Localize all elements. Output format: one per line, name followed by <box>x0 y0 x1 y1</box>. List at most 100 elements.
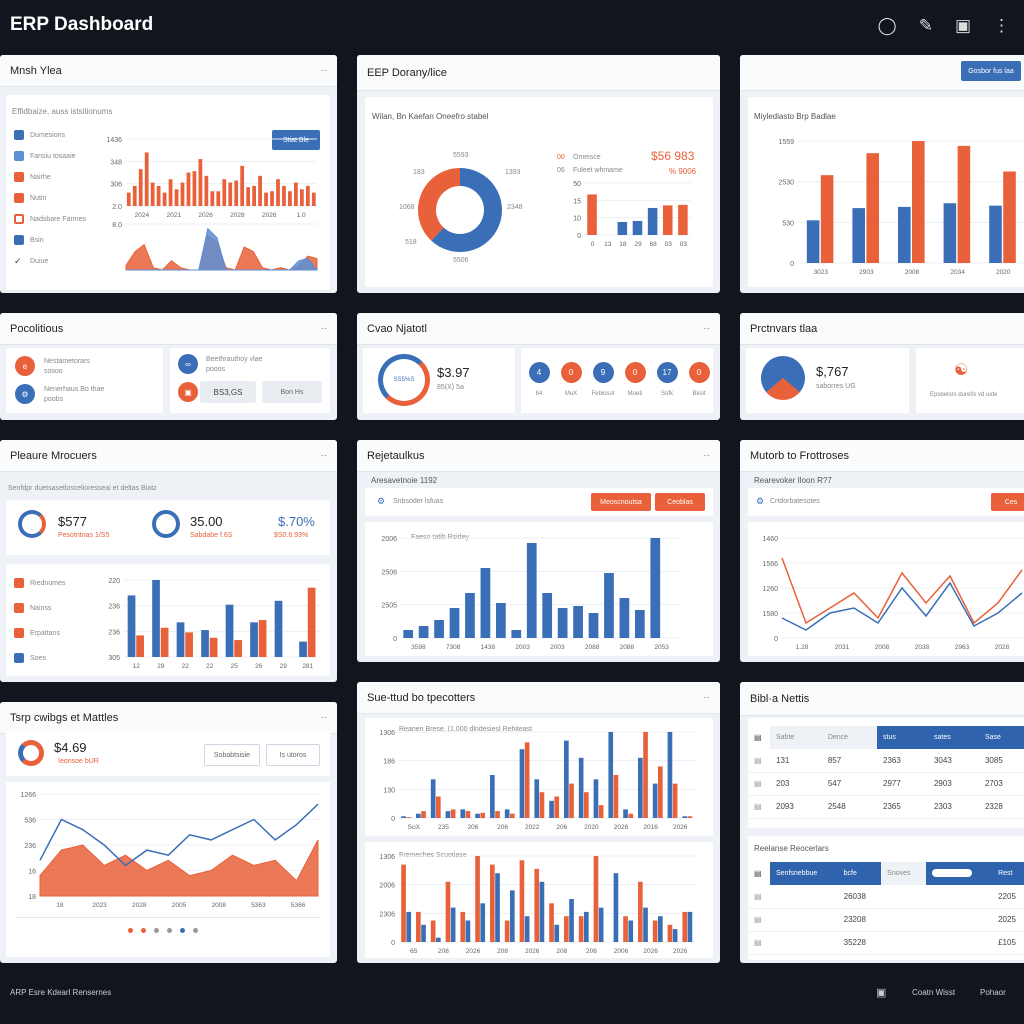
x-tick-label: 3023 <box>814 269 829 276</box>
panel-menu[interactable]: ·· <box>320 712 327 723</box>
panel-menu[interactable]: ·· <box>703 450 710 461</box>
legend-label: Fuleet whmame <box>573 167 623 174</box>
action-button[interactable]: Ces <box>991 493 1024 511</box>
item-sub: pooos <box>206 366 226 373</box>
column-header[interactable]: stus <box>877 726 928 749</box>
table-row[interactable]: ▤ 2093 2548 2365 2303 2328 <box>748 795 1024 818</box>
home-icon <box>14 603 24 613</box>
x-tick-label: 2005 <box>172 902 187 909</box>
bar-a <box>252 185 256 206</box>
column-header[interactable]: sates <box>927 726 979 749</box>
status-item[interactable]: 17 Sofk <box>655 362 679 397</box>
panel-metrics: Gosbor fus laa Miylediasto Brp Badlae 15… <box>740 55 1024 293</box>
pagination-dots[interactable] <box>128 928 198 933</box>
secondary-button[interactable]: Ceoblas <box>655 493 705 511</box>
table-row[interactable]: ▤ 23208 2025 <box>748 908 1024 931</box>
link-icon: ∞ <box>178 354 198 374</box>
column-header[interactable]: bcfe <box>837 862 882 885</box>
percent-value: % 9006 <box>669 167 697 176</box>
status-item[interactable]: 9 Febiosot <box>591 362 615 397</box>
x-tick-label: 2088 <box>585 644 600 651</box>
legend-item: Fansiu tosaaie <box>30 152 76 160</box>
bar-blue <box>152 580 160 657</box>
bar-orange <box>912 141 925 263</box>
warning-icon <box>14 628 24 638</box>
e-icon: e <box>15 356 35 376</box>
x-tick-label: 2088 <box>620 644 635 651</box>
action-button[interactable]: Gosbor fus laa <box>961 61 1021 81</box>
bar-blue <box>465 920 471 942</box>
primary-button[interactable]: Meoscnoutsa <box>591 493 651 511</box>
legend-item: Nairhe <box>30 173 51 181</box>
y-tick-label: 348 <box>110 159 122 166</box>
screen-icon[interactable]: ▣ <box>876 987 887 999</box>
table-row[interactable]: ▤ 35228 £105 <box>748 931 1024 954</box>
bar-a <box>282 185 286 206</box>
bar-a <box>174 189 179 206</box>
table-cell: 2365 <box>883 802 901 811</box>
amount-value: $,767 <box>816 364 849 379</box>
x-tick-label: 18 <box>56 902 64 909</box>
y-tick-label: 130 <box>383 787 395 794</box>
column-header[interactable]: Snoves <box>881 862 927 885</box>
status-label: Mueti <box>627 391 643 397</box>
table-cell <box>926 908 992 931</box>
footer-action[interactable]: Coatn Wisst <box>912 988 956 997</box>
x-tick-label: 25 <box>231 663 239 670</box>
bar-orange <box>136 635 144 657</box>
options-button[interactable]: Is utoros <box>266 744 320 766</box>
more-icon[interactable]: ⋮ <box>993 16 1010 35</box>
data-table: ▤ Sabte Dence stus sates Sase ▤ 131 857 2363 3043 3… <box>748 726 1024 819</box>
table-cell: 857 <box>827 755 842 765</box>
table-cell <box>770 931 838 954</box>
column-header[interactable]: Sase <box>978 726 1024 749</box>
action-button[interactable]: Bon Hs <box>262 381 322 403</box>
save-icon[interactable]: ▣ <box>954 16 971 35</box>
column-header[interactable]: Sabte <box>770 726 822 749</box>
status-circle: 9 <box>592 362 614 383</box>
table-row[interactable]: ▤ 26038 2205 <box>748 885 1024 908</box>
value-field[interactable]: BS3,GS <box>200 381 256 403</box>
filter-button[interactable]: Sobabtsisie <box>204 744 260 766</box>
column-header[interactable]: Rest <box>992 862 1024 885</box>
status-item[interactable]: 4 84 <box>527 362 551 397</box>
bar-blue <box>682 816 688 818</box>
network-icon: ☯ <box>954 362 969 379</box>
bar-blue <box>416 813 421 818</box>
column-header[interactable]: Dence <box>821 726 877 749</box>
x-tick-label: 65 <box>410 948 418 955</box>
bar-blue <box>490 775 495 818</box>
panel-menu[interactable]: ·· <box>703 323 710 334</box>
start-button[interactable]: Stiat Ble <box>272 130 320 150</box>
status-item[interactable]: 0 MuX <box>559 362 583 397</box>
edit-icon[interactable]: ✎ <box>918 16 933 35</box>
kpi-sub: Sabdabe f.6S <box>190 532 233 539</box>
x-tick-label: 206 <box>586 948 597 955</box>
x-tick-label: 22 <box>206 663 214 670</box>
panel-menu[interactable]: ·· <box>320 323 327 334</box>
pie-chart <box>761 356 805 400</box>
donut-label: 1068 <box>399 204 415 211</box>
column-header[interactable] <box>926 862 993 885</box>
footer-link[interactable]: Pohaor <box>980 988 1006 997</box>
x-tick-label: 206 <box>556 824 567 831</box>
x-tick-label: 2026 <box>525 948 540 955</box>
bar-blue <box>569 899 574 942</box>
x-tick-label: 1.28 <box>796 644 809 651</box>
table-row[interactable]: ▤ 203 547 2977 2903 2703 <box>748 772 1024 795</box>
column-header[interactable]: Senfsnebbue <box>770 862 838 885</box>
status-item[interactable]: 0 Bksit <box>687 362 711 397</box>
y-tick-label: 1260 <box>762 586 778 593</box>
item-sub: sosoo <box>44 368 63 375</box>
panel-menu[interactable]: ·· <box>320 65 327 76</box>
bar-blue <box>534 779 540 818</box>
panel-menu[interactable]: ·· <box>320 450 327 461</box>
bar-blue <box>623 809 628 818</box>
row-icon: ▤ <box>754 938 762 947</box>
user-icon[interactable]: ◯ <box>877 16 897 35</box>
x-tick-label: 235 <box>438 824 449 831</box>
status-item[interactable]: 0 Mueti <box>623 362 647 397</box>
y-tick-label: 2.0 <box>112 204 122 211</box>
panel-menu[interactable]: ·· <box>703 692 710 703</box>
table-row[interactable]: ▤ 131 857 2363 3043 3085 <box>748 749 1024 772</box>
